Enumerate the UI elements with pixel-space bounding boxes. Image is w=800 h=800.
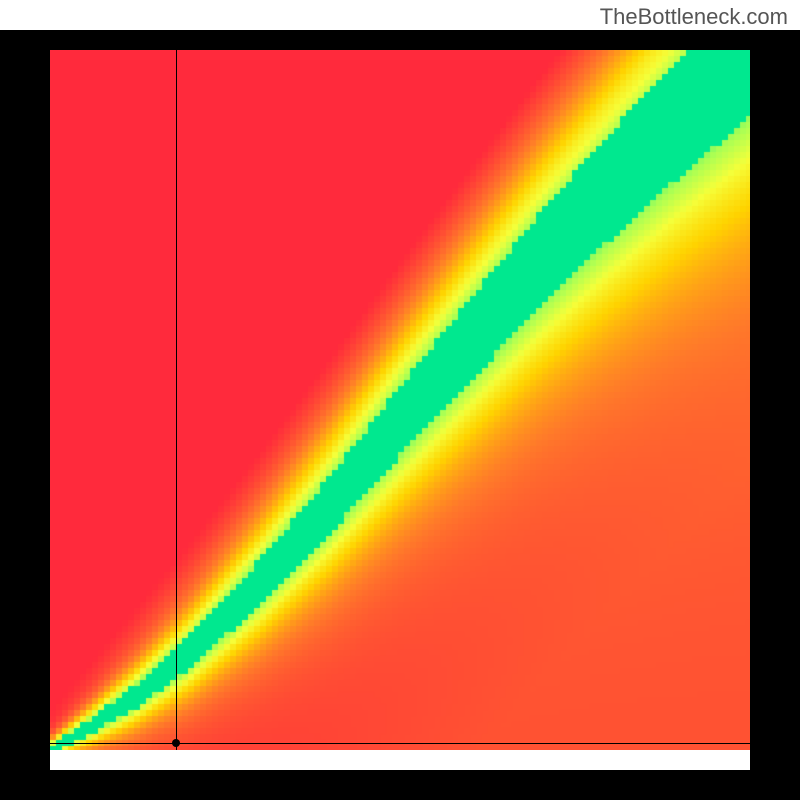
crosshair-marker — [172, 739, 180, 747]
frame-right — [750, 30, 800, 800]
heatmap-plot — [50, 50, 750, 750]
watermark-text: TheBottleneck.com — [600, 4, 788, 30]
crosshair-vertical — [176, 50, 177, 750]
crosshair-horizontal — [50, 743, 750, 744]
chart-container: TheBottleneck.com — [0, 0, 800, 800]
heatmap-canvas — [50, 50, 750, 750]
frame-bottom — [0, 770, 800, 800]
frame-left — [0, 30, 50, 800]
frame-top — [0, 30, 800, 50]
